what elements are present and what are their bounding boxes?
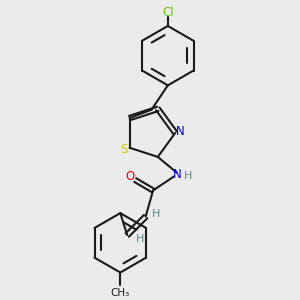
- Text: H: H: [136, 234, 144, 244]
- Text: N: N: [176, 125, 185, 138]
- Text: N: N: [173, 168, 182, 181]
- Text: Cl: Cl: [162, 6, 174, 19]
- Text: CH₃: CH₃: [111, 288, 130, 298]
- Text: O: O: [125, 170, 134, 183]
- Text: S: S: [121, 143, 128, 156]
- Text: H: H: [152, 209, 160, 219]
- Text: H: H: [184, 171, 192, 181]
